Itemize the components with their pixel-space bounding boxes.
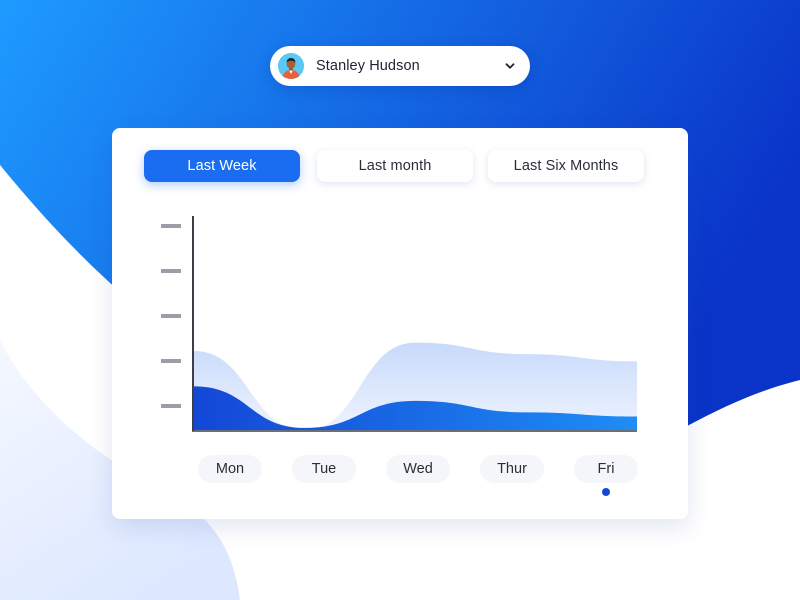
series-back-area (194, 342, 637, 430)
chevron-down-icon[interactable] (504, 60, 516, 72)
y-tick (161, 224, 181, 228)
day-wed[interactable]: Wed (386, 455, 450, 483)
avatar-icon (278, 53, 304, 79)
day-fri[interactable]: Fri (574, 455, 638, 483)
selected-day-indicator (602, 488, 610, 496)
chart-card: Last Week Last month Last Six Months Mon… (112, 128, 688, 519)
y-tick (161, 359, 181, 363)
day-tue[interactable]: Tue (292, 455, 356, 483)
series-front-area (194, 386, 637, 430)
y-tick (161, 269, 181, 273)
tab-last-week[interactable]: Last Week (144, 150, 300, 182)
area-chart (161, 216, 637, 432)
y-tick (161, 314, 181, 318)
tab-last-month[interactable]: Last month (317, 150, 473, 182)
y-tick (161, 404, 181, 408)
user-name: Stanley Hudson (316, 58, 420, 74)
day-mon[interactable]: Mon (198, 455, 262, 483)
tab-last-six-months[interactable]: Last Six Months (488, 150, 644, 182)
day-thur[interactable]: Thur (480, 455, 544, 483)
user-selector[interactable]: Stanley Hudson (270, 46, 530, 86)
